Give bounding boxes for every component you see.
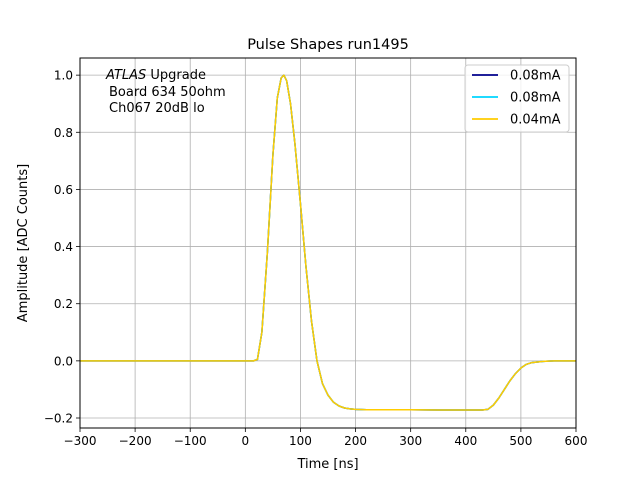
- plot-frame: [79, 57, 577, 429]
- atlas-label: ATLAS: [105, 68, 146, 83]
- y-tick-label: 0.6: [54, 183, 73, 197]
- x-axis-label: Time [ns]: [296, 457, 358, 472]
- y-tick-label: −0.2: [44, 412, 73, 426]
- upgrade-label: Upgrade: [146, 68, 206, 83]
- series-line-2: [80, 74, 576, 411]
- y-tick-label: 0.8: [54, 126, 73, 140]
- y-tick-label: 0.0: [54, 354, 73, 368]
- x-tick-label: −200: [119, 434, 152, 448]
- chart-title: Pulse Shapes run1495: [247, 37, 409, 53]
- x-tick-label: 500: [509, 434, 532, 448]
- legend-box: [464, 64, 570, 133]
- axis-ticks: −300 −200 −100 0 100 200 300 400 500 600 −0.2 0.0 0.…: [44, 69, 588, 448]
- x-tick-label: 600: [565, 434, 588, 448]
- x-tick-label: 300: [399, 434, 422, 448]
- legend: 0.08mA 0.08mA 0.04mA: [464, 64, 570, 133]
- legend-label-2: 0.04mA: [510, 113, 561, 128]
- legend-label-0: 0.08mA: [510, 69, 561, 84]
- y-tick-label: 0.2: [54, 297, 73, 311]
- x-tick-label: 0: [242, 434, 250, 448]
- x-tick-label: 200: [344, 434, 367, 448]
- atlas-annotation: ATLAS Upgrade Board 634 50ohm Ch067 20dB…: [105, 68, 226, 116]
- x-tick-label: 100: [289, 434, 312, 448]
- legend-items: 0.08mA 0.08mA 0.04mA: [472, 69, 561, 128]
- series-lines: [80, 74, 576, 411]
- y-axis-label: Amplitude [ADC Counts]: [16, 164, 31, 322]
- y-tick-label: 0.4: [54, 240, 73, 254]
- legend-label-1: 0.08mA: [510, 91, 561, 106]
- annotation-line-2: Board 634 50ohm: [109, 85, 226, 100]
- x-tick-label: 400: [454, 434, 477, 448]
- y-tick-label: 1.0: [54, 69, 73, 83]
- annotation-line-1: ATLAS Upgrade: [105, 68, 206, 83]
- annotation-line-3: Ch067 20dB lo: [109, 101, 205, 116]
- x-tick-label: −300: [64, 434, 97, 448]
- x-tick-label: −100: [174, 434, 207, 448]
